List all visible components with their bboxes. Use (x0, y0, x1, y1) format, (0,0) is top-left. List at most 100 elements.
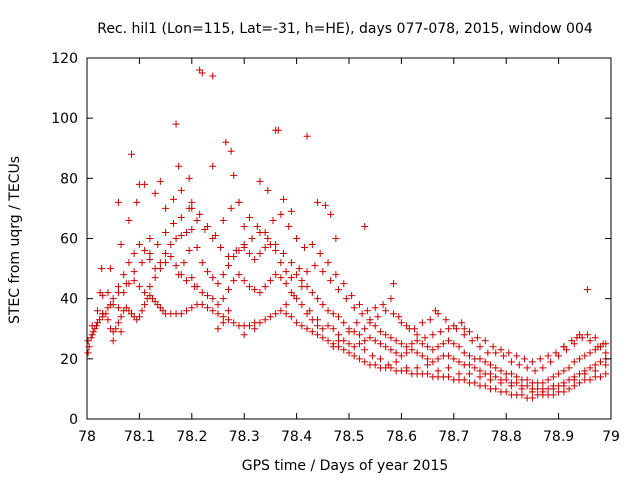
chart-title: Rec. hil1 (Lon=115, Lat=-31, h=HE), days… (97, 21, 593, 37)
data-point (332, 271, 340, 279)
data-point (392, 337, 400, 345)
data-point (324, 337, 332, 345)
data-point (204, 304, 212, 312)
data-point (361, 222, 369, 230)
data-point (240, 222, 248, 230)
data-point (460, 376, 468, 384)
data-point (387, 295, 395, 303)
data-point (316, 250, 324, 258)
data-point (107, 301, 115, 309)
data-point (177, 186, 185, 194)
data-point (146, 283, 154, 291)
data-point (324, 259, 332, 267)
data-point (104, 316, 112, 324)
data-point (570, 358, 578, 366)
data-point (277, 210, 285, 218)
data-point (209, 162, 217, 170)
data-point (497, 367, 505, 375)
data-point (505, 349, 513, 357)
data-point (481, 382, 489, 390)
data-point (445, 337, 453, 345)
y-tick-label: 100 (51, 111, 78, 127)
data-point (576, 355, 584, 363)
data-point (214, 301, 222, 309)
data-point (235, 198, 243, 206)
data-point (390, 280, 398, 288)
x-tick-label: 78.7 (438, 429, 469, 445)
data-point (413, 364, 421, 372)
data-point (507, 370, 515, 378)
data-point (471, 379, 479, 387)
data-point (340, 280, 348, 288)
data-point (468, 337, 476, 345)
data-point (138, 307, 146, 315)
data-point (219, 313, 227, 321)
data-point (602, 349, 610, 357)
data-point (230, 319, 238, 327)
data-point (513, 373, 521, 381)
data-point (486, 370, 494, 378)
data-point (135, 180, 143, 188)
data-point (219, 216, 227, 224)
data-point (177, 213, 185, 221)
data-point (125, 216, 133, 224)
data-point (193, 244, 201, 252)
data-point (484, 349, 492, 357)
data-point (89, 328, 97, 336)
data-point (253, 222, 261, 230)
data-point (411, 325, 418, 333)
data-point (298, 322, 306, 330)
data-point (264, 235, 272, 242)
data-point (418, 319, 426, 327)
data-point (204, 292, 212, 300)
data-point (376, 355, 384, 363)
data-point (183, 307, 191, 315)
data-point (167, 241, 175, 249)
x-tick-label: 78.6 (386, 429, 417, 445)
data-point (539, 364, 547, 372)
data-point (549, 373, 557, 381)
data-point (214, 325, 222, 333)
data-point (382, 307, 390, 315)
data-point (371, 304, 379, 312)
data-point (492, 364, 500, 372)
data-point (450, 340, 458, 348)
data-point (426, 316, 434, 324)
data-point (183, 228, 191, 236)
data-point (311, 262, 319, 270)
data-point (245, 250, 253, 258)
data-point (481, 358, 489, 366)
data-point (185, 247, 193, 255)
data-point (552, 349, 560, 357)
data-point (424, 361, 432, 369)
data-point (371, 361, 379, 369)
data-point (560, 367, 568, 375)
data-point (209, 274, 217, 282)
data-point (445, 373, 453, 381)
data-point (387, 346, 395, 354)
data-point (471, 364, 479, 372)
data-point (581, 370, 589, 378)
data-point (361, 337, 369, 345)
data-point (114, 198, 122, 206)
data-point (293, 271, 301, 279)
data-point (374, 313, 382, 321)
data-point (198, 301, 206, 309)
data-point (227, 147, 235, 155)
data-point (355, 340, 363, 348)
data-point (327, 277, 335, 285)
data-point (350, 304, 358, 312)
data-point (282, 280, 290, 288)
x-tick-label: 78.2 (176, 429, 207, 445)
data-point (455, 358, 463, 366)
data-point (397, 340, 405, 348)
data-point (87, 334, 95, 342)
data-point (282, 268, 290, 276)
x-tick-label: 78 (78, 429, 96, 445)
data-point (154, 241, 162, 249)
data-point (282, 310, 290, 318)
data-point (348, 292, 356, 300)
data-point (280, 195, 287, 203)
data-point (570, 376, 578, 384)
data-point (96, 289, 104, 297)
